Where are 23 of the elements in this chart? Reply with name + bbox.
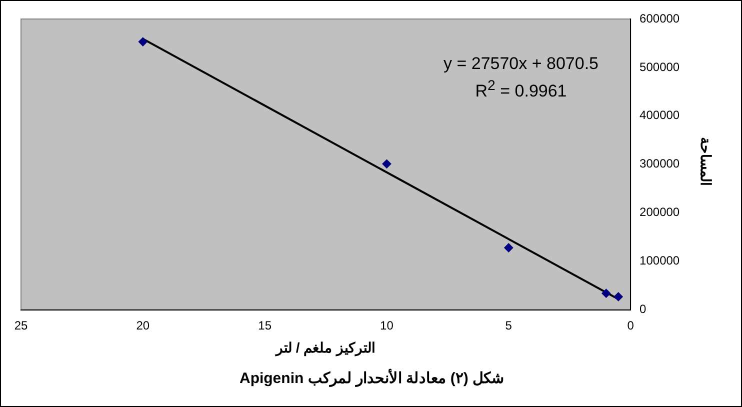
x-tick-label: 5: [505, 318, 512, 332]
annotation: R$^{2}$ = 0.9961: [474, 77, 568, 103]
y-tick-label: 100000: [640, 254, 680, 268]
point: [138, 37, 148, 46]
point: [504, 243, 514, 252]
annotation: y = 27570x + 8070.5: [442, 53, 600, 75]
y-tick-label: 500000: [640, 60, 680, 74]
y-axis-title: المساحة: [698, 136, 714, 186]
x-tick-label: 0: [627, 318, 634, 332]
x-tick-label: 20: [136, 318, 150, 332]
x-tick-label: 15: [258, 318, 272, 332]
point: [382, 159, 392, 168]
y-tick-label: 600000: [640, 11, 680, 26]
point: [602, 288, 611, 298]
y-tick-label: 300000: [640, 156, 680, 171]
x-tick-label: 25: [14, 318, 28, 332]
x-tick-label: 10: [380, 318, 394, 332]
y-tick-label: 0: [640, 302, 647, 316]
y-tick-label: 200000: [640, 205, 680, 220]
text: شكل (٢) معادلة الأنحدار لمركب Apigenin: [238, 369, 506, 387]
point: [614, 292, 623, 302]
y-tick-label: 400000: [640, 108, 680, 122]
x-axis-title: التركيز ملغم / لتر: [274, 339, 376, 356]
